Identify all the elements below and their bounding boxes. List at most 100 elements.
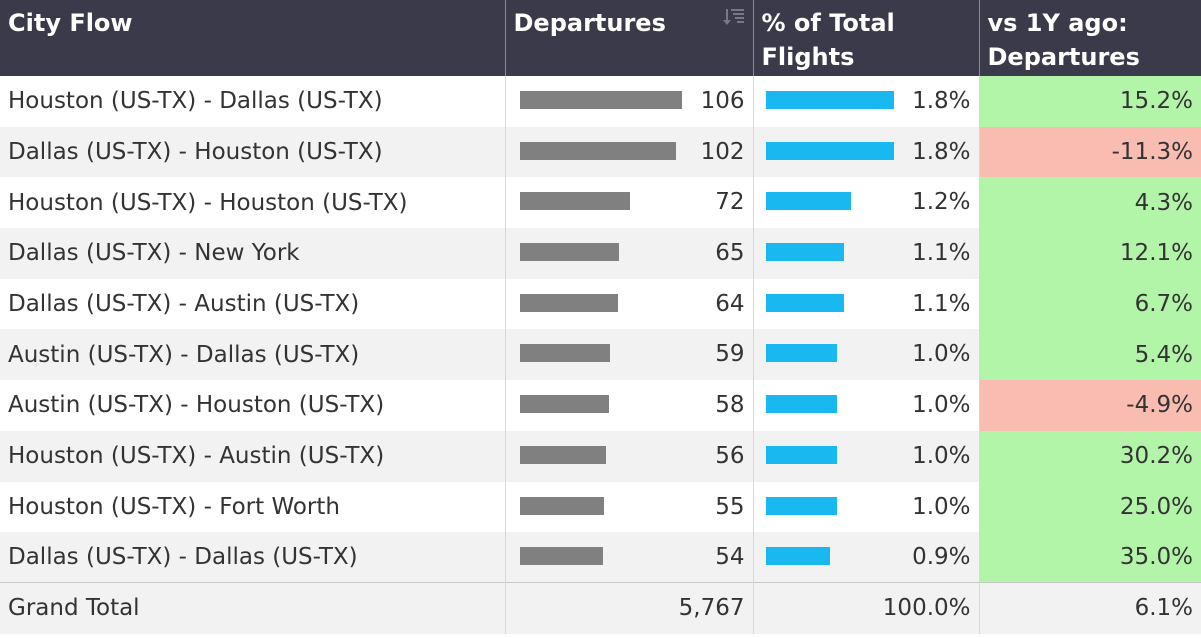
yoy-change-cell: -11.3% [979,126,1201,178]
table-row[interactable]: Houston (US-TX) - Austin (US-TX) 56 1.0% 30… [0,430,1201,482]
departures-cell: 102 [505,126,754,178]
departures-cell: 58 [505,380,754,431]
header-city-flow-label: City Flow [8,9,133,37]
yoy-change-cell: 35.0% [979,532,1201,583]
departures-bar [519,141,676,160]
departures-cell: 54 [505,532,754,583]
table-row[interactable]: Austin (US-TX) - Dallas (US-TX) 59 1.0% 5.4… [0,329,1201,381]
departures-value: 59 [715,341,745,368]
pct-total-cell: 1.2% [753,177,980,229]
pct-total-cell: 0.9% [753,532,980,583]
city-flow-cell: Dallas (US-TX) - Dallas (US-TX) [0,532,506,583]
city-flow-cell: Dallas (US-TX) - Houston (US-TX) [0,126,506,178]
departures-cell: 72 [505,177,754,229]
pct-total-cell: 1.0% [753,380,980,431]
table-row[interactable]: Dallas (US-TX) - Dallas (US-TX) 54 0.9% 35.… [0,532,1201,583]
departures-bar [519,496,604,515]
pct-total-bar [765,293,844,312]
table-row[interactable]: Dallas (US-TX) - Houston (US-TX) 102 1.8% -… [0,126,1201,178]
city-flow-cell: Dallas (US-TX) - Austin (US-TX) [0,278,506,330]
departures-bar [519,192,630,211]
pct-total-value: 1.8% [912,88,971,114]
city-flow-cell: Houston (US-TX) - Dallas (US-TX) [0,76,506,127]
city-flow-cell: Houston (US-TX) - Fort Worth [0,481,506,533]
departures-value: 64 [715,290,745,317]
table-row[interactable]: Houston (US-TX) - Dallas (US-TX) 106 1.8% 1… [0,76,1201,127]
pct-total-value: 1.1% [912,290,971,317]
header-row: City Flow Departures % of Total Flights v… [0,0,1201,76]
table-row[interactable]: Houston (US-TX) - Fort Worth 55 1.0% 25.0% [0,481,1201,533]
departures-bar [519,344,610,363]
pct-total-bar [765,91,894,109]
pct-total-value: 1.0% [912,392,971,419]
grand-total-yoy: 6.1% [979,582,1201,634]
table-row[interactable]: Austin (US-TX) - Houston (US-TX) 58 1.0% -4… [0,380,1201,431]
yoy-change-cell: 4.3% [979,177,1201,229]
pct-total-bar [765,243,844,262]
grand-total-row: Grand Total 5,767 100.0% 6.1% [0,582,1201,634]
departures-cell: 56 [505,430,754,482]
pct-total-cell: 1.1% [753,278,980,330]
departures-value: 55 [715,493,745,520]
departures-bar [519,547,603,566]
header-vs-1y-ago[interactable]: vs 1Y ago: Departures [979,0,1201,76]
departures-value: 58 [715,392,745,419]
pct-total-bar [765,547,830,566]
pct-total-cell: 1.0% [753,481,980,533]
departures-value: 106 [700,88,745,114]
city-flow-cell: Houston (US-TX) - Houston (US-TX) [0,177,506,229]
pct-total-cell: 1.8% [753,76,980,127]
city-flow-cell: Austin (US-TX) - Dallas (US-TX) [0,329,506,381]
grand-total-departures: 5,767 [505,582,754,634]
departures-cell: 65 [505,228,754,279]
departures-value: 72 [715,189,745,216]
pct-total-bar [765,445,837,464]
city-flow-cell: Austin (US-TX) - Houston (US-TX) [0,380,506,431]
yoy-change-cell: -4.9% [979,380,1201,431]
grand-total-pct: 100.0% [753,582,980,634]
departures-cell: 55 [505,481,754,533]
city-flow-cell: Dallas (US-TX) - New York [0,228,506,279]
departures-value: 102 [700,138,745,165]
pct-total-value: 1.2% [912,189,971,216]
pct-total-bar [765,141,894,160]
pct-total-value: 0.9% [912,544,971,571]
pct-total-value: 1.8% [912,138,971,165]
pct-total-bar [765,496,837,515]
departures-bar [519,293,618,312]
pct-total-bar [765,395,837,414]
departures-bar [519,445,606,464]
pct-total-cell: 1.8% [753,126,980,178]
table-row[interactable]: Dallas (US-TX) - Austin (US-TX) 64 1.1% 6.7… [0,278,1201,330]
departures-cell: 64 [505,278,754,330]
header-yoy-label-line1: vs 1Y ago: [987,9,1128,37]
yoy-change-cell: 30.2% [979,430,1201,482]
table-row[interactable]: Houston (US-TX) - Houston (US-TX) 72 1.2% 4… [0,177,1201,229]
table-row[interactable]: Dallas (US-TX) - New York 65 1.1% 12.1% [0,228,1201,279]
header-pct-label-line2: Flights [761,43,855,71]
departures-cell: 59 [505,329,754,381]
pct-total-cell: 1.0% [753,329,980,381]
yoy-change-cell: 12.1% [979,228,1201,279]
header-departures-label: Departures [513,9,666,37]
sort-descending-icon[interactable] [722,8,745,26]
yoy-change-cell: 15.2% [979,76,1201,127]
pct-total-value: 1.0% [912,442,971,469]
header-pct-label-line1: % of Total [761,9,895,37]
header-city-flow[interactable]: City Flow [0,0,506,76]
pct-total-bar [765,192,851,211]
yoy-change-cell: 25.0% [979,481,1201,533]
header-pct-total-flights[interactable]: % of Total Flights [753,0,980,76]
table-body: Houston (US-TX) - Dallas (US-TX) 106 1.8% 1… [0,76,1201,634]
pct-total-cell: 1.1% [753,228,980,279]
yoy-change-cell: 5.4% [979,329,1201,381]
departures-value: 54 [715,544,745,571]
departures-value: 56 [715,442,745,469]
header-departures[interactable]: Departures [505,0,754,76]
pct-total-bar [765,344,837,363]
pct-total-value: 1.1% [912,240,971,267]
departures-value: 65 [715,240,745,267]
city-flow-cell: Houston (US-TX) - Austin (US-TX) [0,430,506,482]
pct-total-value: 1.0% [912,493,971,520]
